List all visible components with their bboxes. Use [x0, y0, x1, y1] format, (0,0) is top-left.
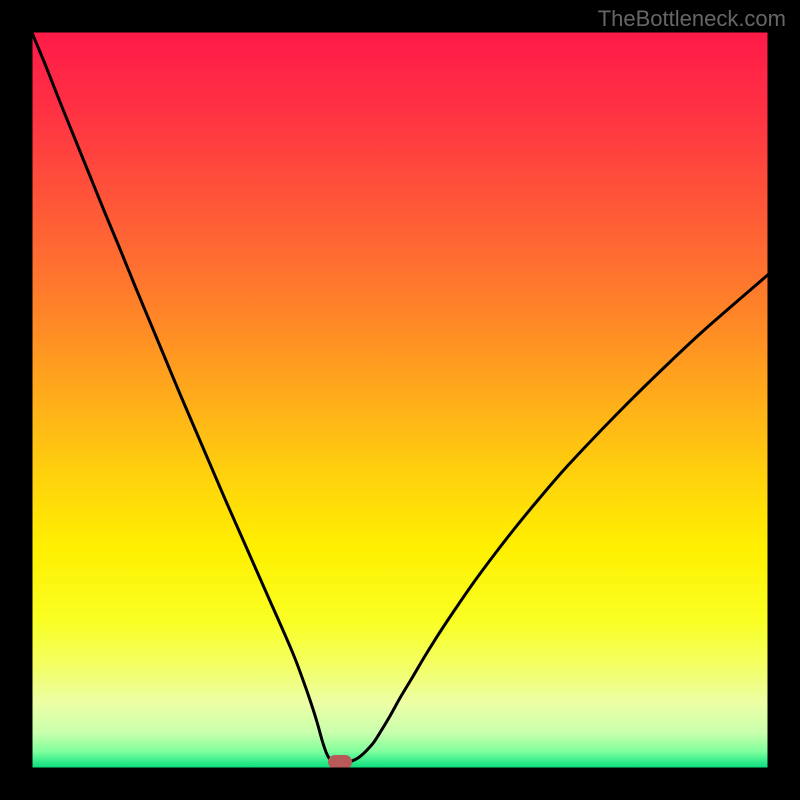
- bottleneck-chart: [0, 0, 800, 800]
- plot-background: [30, 30, 770, 770]
- optimum-marker: [328, 755, 352, 769]
- watermark-text: TheBottleneck.com: [598, 6, 786, 32]
